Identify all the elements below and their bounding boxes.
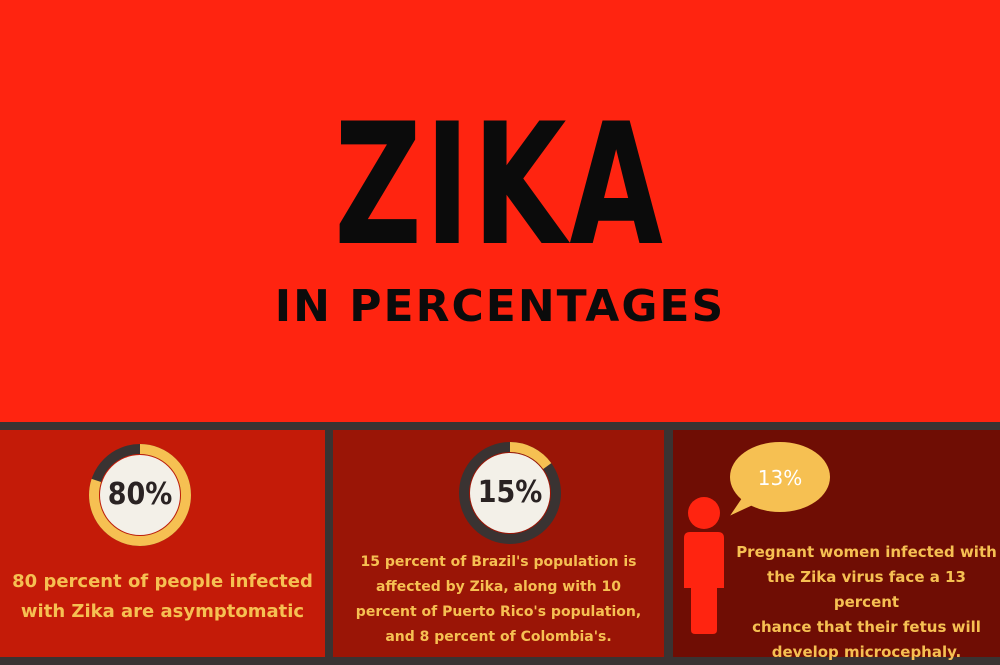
speech-bubble-icon — [730, 442, 830, 512]
donut-chart-15 — [459, 442, 561, 544]
donut-chart-80 — [89, 444, 191, 546]
page-subtitle: IN PERCENTAGES — [274, 281, 726, 332]
person-icon — [684, 497, 724, 634]
donut-center — [470, 453, 550, 533]
caption-line: the Zika virus face a 13 percent — [767, 568, 966, 611]
caption-line: affected by Zika, along with 10 — [375, 579, 622, 595]
hero-header: ZIKA IN PERCENTAGES — [0, 0, 1000, 422]
stat-caption-3: Pregnant women infected with the Zika vi… — [733, 540, 1000, 665]
caption-line: Pregnant women infected with — [736, 543, 997, 561]
stat-value-3: 13% — [757, 466, 803, 490]
stat-panel-1: 80% 80 percent of people infected with Z… — [0, 430, 325, 657]
stat-value-2: 15% — [477, 475, 543, 510]
divider-band — [0, 422, 1000, 430]
stat-panel-3: 13% Pregnant women infected with the Zik… — [673, 430, 1000, 661]
caption-line: develop microcephaly. — [771, 643, 962, 661]
donut-progress — [459, 442, 561, 544]
caption-line: 15 percent of Brazil's population is — [360, 554, 637, 570]
stat-caption-2: 15 percent of Brazil's population is aff… — [343, 550, 654, 650]
caption-line: with Zika are asymptomatic — [20, 601, 305, 622]
caption-line: percent of Puerto Rico's population, — [355, 604, 642, 620]
page-title: ZIKA — [334, 87, 666, 283]
caption-line: and 8 percent of Colombia's. — [385, 629, 612, 645]
caption-line: 80 percent of people infected — [12, 571, 313, 592]
stat-value-1: 80% — [107, 477, 173, 512]
donut-center — [100, 455, 180, 535]
caption-line: chance that their fetus will — [752, 618, 981, 636]
stat-panel-2: 15% 15 percent of Brazil's population is… — [333, 430, 664, 657]
stat-caption-1: 80 percent of people infected with Zika … — [10, 567, 315, 627]
donut-progress — [89, 444, 191, 546]
